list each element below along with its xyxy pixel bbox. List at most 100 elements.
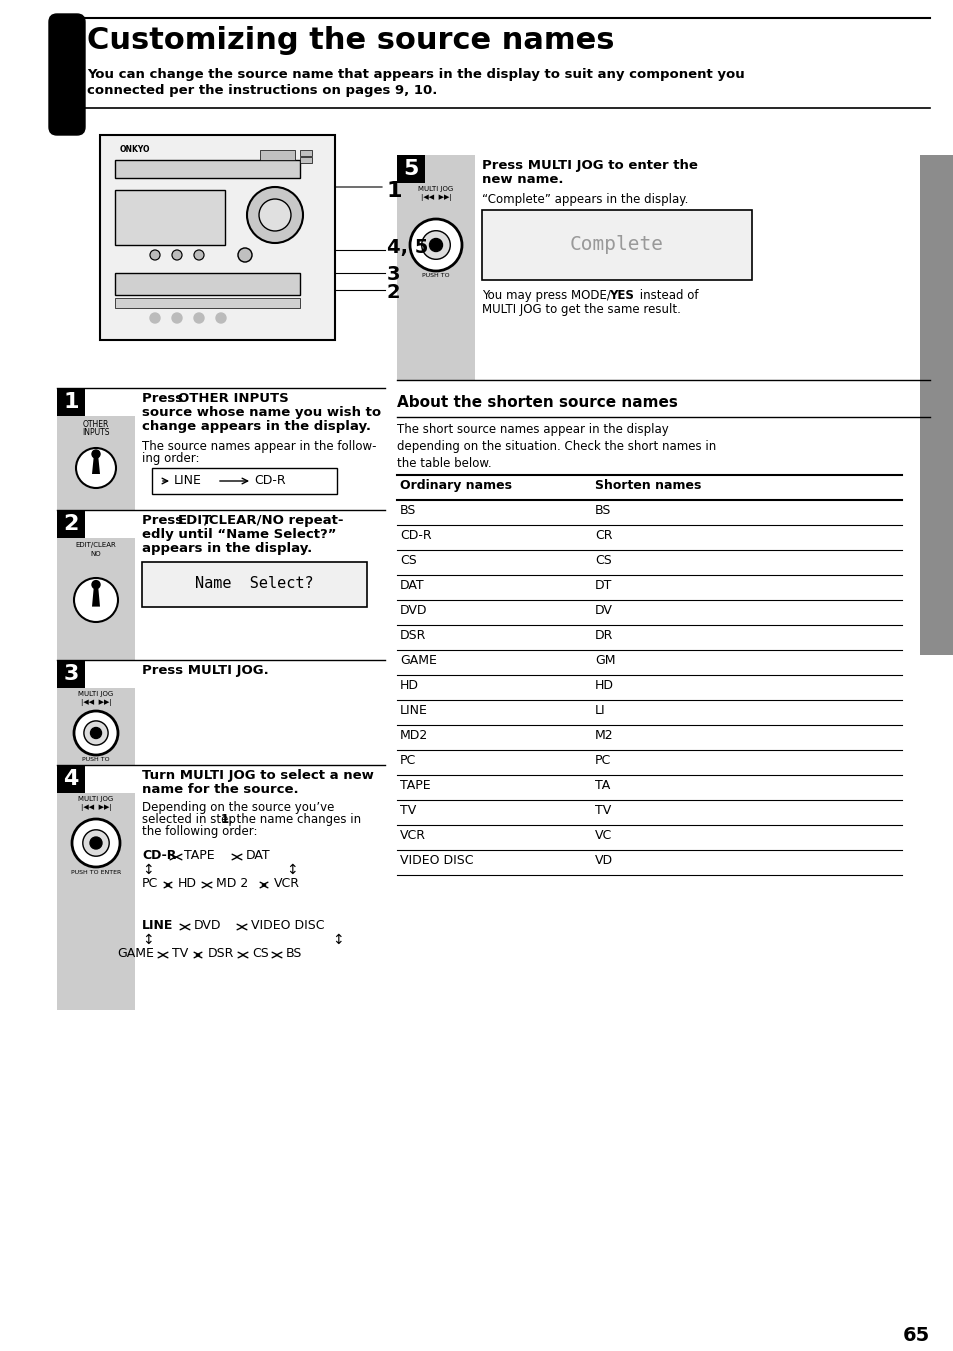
Circle shape <box>237 249 252 262</box>
Text: GAME: GAME <box>117 947 153 961</box>
Text: CD-R: CD-R <box>253 474 285 486</box>
Text: About the shorten source names: About the shorten source names <box>396 394 678 409</box>
Text: 3: 3 <box>387 265 400 284</box>
Bar <box>57 388 85 416</box>
Text: appears in the display.: appears in the display. <box>142 542 312 555</box>
Text: CR: CR <box>595 530 612 542</box>
Bar <box>115 273 299 295</box>
Text: BS: BS <box>286 947 302 961</box>
Circle shape <box>193 250 204 259</box>
Circle shape <box>215 313 226 323</box>
Text: CS: CS <box>252 947 269 961</box>
Text: PUSH TO ENTER: PUSH TO ENTER <box>71 870 121 875</box>
Circle shape <box>91 581 100 589</box>
Bar <box>57 793 135 1011</box>
Text: The source names appear in the follow-: The source names appear in the follow- <box>142 440 376 453</box>
Text: PC: PC <box>142 877 158 890</box>
Circle shape <box>76 449 116 488</box>
Circle shape <box>429 239 442 251</box>
Text: source whose name you wish to: source whose name you wish to <box>142 407 381 419</box>
Text: change appears in the display.: change appears in the display. <box>142 420 371 434</box>
Text: MD2: MD2 <box>399 730 428 742</box>
Bar <box>919 155 953 655</box>
Text: ↕: ↕ <box>332 934 343 947</box>
Circle shape <box>74 578 118 621</box>
Text: INPUTS: INPUTS <box>82 428 110 436</box>
Text: 2: 2 <box>387 282 400 303</box>
Text: EDIT/CLEAR: EDIT/CLEAR <box>75 542 116 549</box>
Text: Press: Press <box>142 513 188 527</box>
Text: VD: VD <box>595 854 613 867</box>
Text: 4: 4 <box>63 769 78 789</box>
Text: Turn MULTI JOG to select a new: Turn MULTI JOG to select a new <box>142 769 374 782</box>
Bar <box>57 661 85 688</box>
Text: “Complete” appears in the display.: “Complete” appears in the display. <box>481 193 688 205</box>
Text: GM: GM <box>595 654 615 667</box>
Text: PC: PC <box>595 754 611 767</box>
Text: DAT: DAT <box>399 580 424 592</box>
Text: VC: VC <box>595 830 612 842</box>
Text: DAT: DAT <box>246 848 271 862</box>
Text: MD 2: MD 2 <box>215 877 248 890</box>
Text: Press: Press <box>142 392 188 405</box>
Text: MULTI JOG: MULTI JOG <box>418 186 453 192</box>
Text: TV: TV <box>172 947 188 961</box>
FancyBboxPatch shape <box>49 14 85 135</box>
Text: VCR: VCR <box>399 830 426 842</box>
Bar <box>57 509 85 538</box>
Text: TAPE: TAPE <box>184 848 214 862</box>
Text: VCR: VCR <box>274 877 299 890</box>
Text: Depending on the source you’ve: Depending on the source you’ve <box>142 801 334 815</box>
Text: LINE: LINE <box>173 474 202 486</box>
Text: the following order:: the following order: <box>142 825 257 838</box>
Bar <box>57 765 85 793</box>
Text: Complete: Complete <box>569 235 663 254</box>
Text: HD: HD <box>399 680 418 692</box>
Text: ↕: ↕ <box>142 863 153 877</box>
Text: OTHER: OTHER <box>83 420 109 430</box>
Bar <box>115 190 225 245</box>
Circle shape <box>150 313 160 323</box>
Text: Press MULTI JOG.: Press MULTI JOG. <box>142 663 269 677</box>
Text: MULTI JOG: MULTI JOG <box>78 796 113 802</box>
Text: Name  Select?: Name Select? <box>194 577 313 592</box>
Text: The short source names appear in the display
depending on the situation. Check t: The short source names appear in the dis… <box>396 423 716 470</box>
Text: Customizing the source names: Customizing the source names <box>87 26 614 55</box>
Bar <box>299 157 312 163</box>
Circle shape <box>410 219 461 272</box>
Circle shape <box>258 199 291 231</box>
Bar <box>260 150 294 159</box>
Text: HD: HD <box>595 680 614 692</box>
Text: new name.: new name. <box>481 173 563 186</box>
Text: 1: 1 <box>387 181 402 201</box>
Text: TV: TV <box>595 804 611 817</box>
Text: MULTI JOG: MULTI JOG <box>78 690 113 697</box>
Circle shape <box>74 711 118 755</box>
Text: ONKYO: ONKYO <box>120 145 151 154</box>
Bar <box>57 538 135 661</box>
Text: LI: LI <box>595 704 605 717</box>
Circle shape <box>172 250 182 259</box>
Bar <box>115 159 299 178</box>
Text: |◀◀  ▶▶|: |◀◀ ▶▶| <box>420 195 451 201</box>
Text: Ordinary names: Ordinary names <box>399 480 512 492</box>
Circle shape <box>84 721 108 746</box>
Text: MULTI JOG to get the same result.: MULTI JOG to get the same result. <box>481 303 680 316</box>
Polygon shape <box>91 585 100 607</box>
Circle shape <box>90 838 102 848</box>
Text: OTHER INPUTS: OTHER INPUTS <box>178 392 289 405</box>
Text: edly until “Name Select?”: edly until “Name Select?” <box>142 528 336 540</box>
Text: 3: 3 <box>63 663 78 684</box>
Text: Shorten names: Shorten names <box>595 480 700 492</box>
Bar <box>142 562 367 607</box>
Text: , the name changes in: , the name changes in <box>229 813 361 825</box>
Circle shape <box>71 819 120 867</box>
Text: name for the source.: name for the source. <box>142 784 298 796</box>
Text: CD-R: CD-R <box>142 848 176 862</box>
Text: CD-R: CD-R <box>399 530 431 542</box>
Bar <box>115 299 299 308</box>
Text: DSR: DSR <box>208 947 234 961</box>
Text: EDIT: EDIT <box>178 513 212 527</box>
Text: /CLEAR/NO repeat-: /CLEAR/NO repeat- <box>204 513 343 527</box>
Text: CS: CS <box>399 554 416 567</box>
